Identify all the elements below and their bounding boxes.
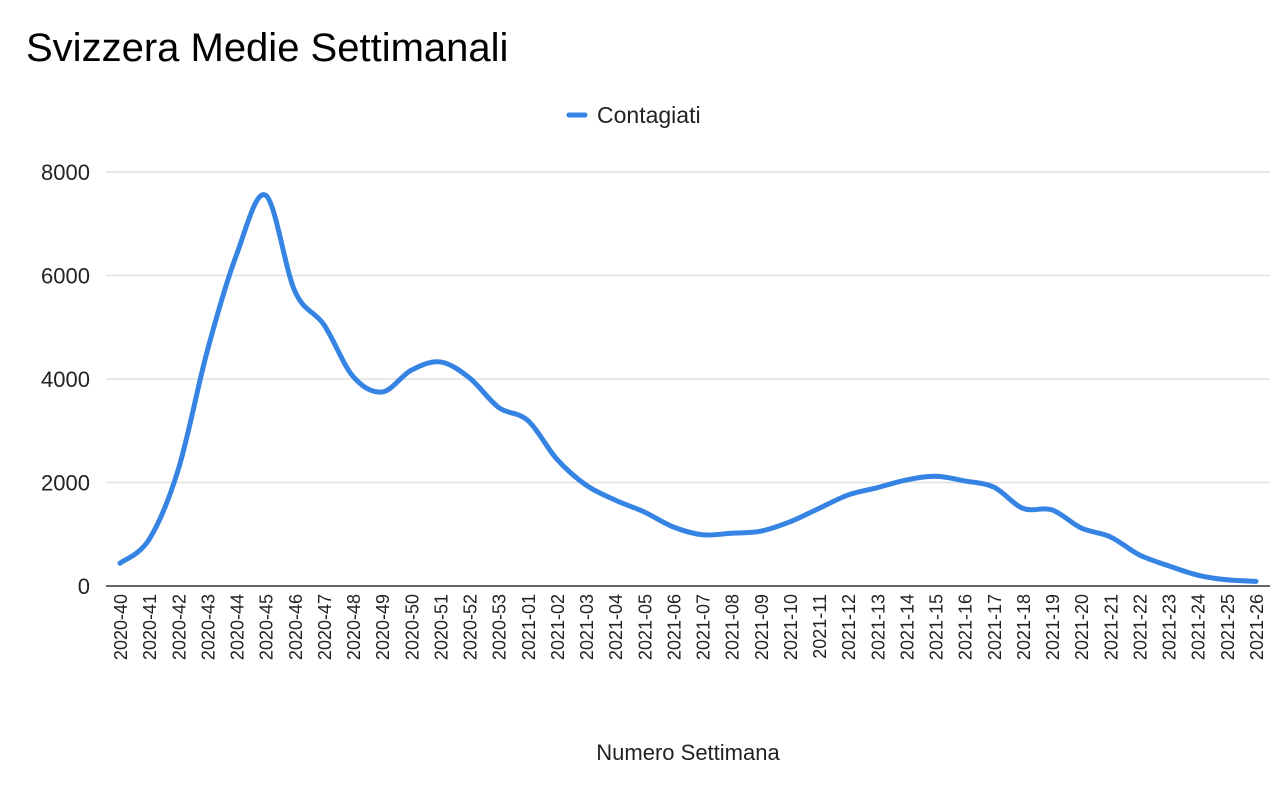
x-tick-label: 2020-46 xyxy=(286,594,306,660)
x-tick-label: 2020-43 xyxy=(198,594,218,660)
x-tick-label: 2020-44 xyxy=(228,594,248,660)
x-tick-label: 2021-26 xyxy=(1247,594,1267,660)
y-tick-label: 4000 xyxy=(41,367,90,392)
x-tick-label: 2020-41 xyxy=(140,594,160,660)
y-tick-label: 6000 xyxy=(41,264,90,289)
x-tick-label: 2021-16 xyxy=(956,594,976,660)
x-tick-label: 2021-20 xyxy=(1072,594,1092,660)
x-tick-label: 2021-21 xyxy=(1101,594,1121,660)
x-tick-label: 2020-42 xyxy=(169,594,189,660)
x-tick-label: 2021-09 xyxy=(752,594,772,660)
x-tick-label: 2021-12 xyxy=(839,594,859,660)
x-tick-label: 2020-53 xyxy=(490,594,510,660)
x-tick-label: 2021-02 xyxy=(548,594,568,660)
x-tick-label: 2021-14 xyxy=(897,594,917,660)
x-tick-label: 2021-17 xyxy=(985,594,1005,660)
x-tick-label: 2020-40 xyxy=(111,594,131,660)
x-tick-label: 2021-15 xyxy=(927,594,947,660)
x-tick-label: 2021-11 xyxy=(810,594,830,659)
y-tick-label: 2000 xyxy=(41,471,90,496)
x-tick-label: 2021-22 xyxy=(1130,594,1150,660)
x-tick-label: 2020-51 xyxy=(431,594,451,660)
x-tick-label: 2021-04 xyxy=(606,594,626,660)
x-tick-label: 2020-52 xyxy=(461,594,481,660)
x-tick-label: 2021-19 xyxy=(1043,594,1063,660)
x-tick-label: 2021-06 xyxy=(664,594,684,660)
x-tick-label: 2020-49 xyxy=(373,594,393,660)
x-tick-label: 2021-23 xyxy=(1160,594,1180,660)
series-line-contagiati xyxy=(117,192,1259,584)
x-tick-label: 2021-18 xyxy=(1014,594,1034,660)
x-tick-label: 2020-50 xyxy=(402,594,422,660)
x-tick-label: 2021-25 xyxy=(1218,594,1238,660)
x-tick-label: 2021-13 xyxy=(868,594,888,660)
x-tick-label: 2021-03 xyxy=(577,594,597,660)
x-tick-label: 2020-48 xyxy=(344,594,364,660)
legend-label: Contagiati xyxy=(597,102,701,128)
x-tick-label: 2020-47 xyxy=(315,594,335,660)
x-axis-title: Numero Settimana xyxy=(596,740,780,765)
x-tick-label: 2021-01 xyxy=(519,594,539,660)
x-tick-label: 2021-10 xyxy=(781,594,801,660)
x-tick-label: 2021-07 xyxy=(694,594,714,660)
x-tick-label: 2021-08 xyxy=(723,594,743,660)
y-tick-label: 8000 xyxy=(41,160,90,185)
chart-title: Svizzera Medie Settimanali xyxy=(26,26,509,70)
x-tick-label: 2021-24 xyxy=(1189,594,1209,660)
y-tick-label: 0 xyxy=(78,574,90,599)
x-tick-label: 2021-05 xyxy=(635,594,655,660)
x-tick-label: 2020-45 xyxy=(257,594,277,660)
